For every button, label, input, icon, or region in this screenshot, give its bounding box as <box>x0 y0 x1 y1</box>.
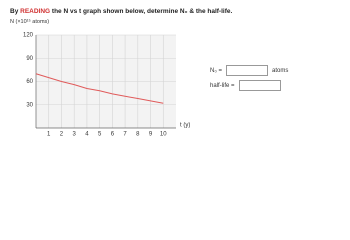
x-tick-label: 9 <box>149 132 153 138</box>
question-prefix: By <box>10 8 21 15</box>
question-emphasis: READING <box>20 8 51 15</box>
x-tick-label: 7 <box>123 132 127 138</box>
x-tick-label: 8 <box>136 132 140 138</box>
n0-input[interactable] <box>226 65 268 76</box>
y-tick-label: 120 <box>23 33 34 39</box>
half-life-input[interactable] <box>238 80 281 91</box>
x-tick-label: 4 <box>85 132 89 138</box>
half-life-label: half-life = <box>210 82 235 89</box>
n0-field: N₀ = atoms <box>210 65 288 76</box>
y-axis-label: N (×10¹⁵ atoms) <box>10 19 50 25</box>
x-tick-label: 5 <box>98 132 102 138</box>
x-tick-label: 3 <box>73 132 77 138</box>
x-tick-label: 6 <box>111 132 115 138</box>
data-line <box>35 73 164 104</box>
n0-unit: atoms <box>272 67 289 74</box>
half-life-field: half-life = <box>210 80 281 91</box>
y-tick-label: 90 <box>26 56 33 62</box>
page: By READING the N vs t graph shown below,… <box>10 8 288 138</box>
chart: 30 60 90 120 1 2 3 4 5 6 7 8 9 10 t (y) <box>23 33 190 138</box>
question-rest: the N vs t graph shown below, determine … <box>50 8 233 15</box>
question: By READING the N vs t graph shown below,… <box>10 8 232 15</box>
x-axis-label: t (y) <box>180 123 190 129</box>
x-tick-label: 2 <box>60 132 64 138</box>
x-tick-label: 10 <box>160 132 167 138</box>
y-tick-label: 60 <box>26 79 33 85</box>
y-tick-label: 30 <box>26 102 33 108</box>
x-tick-label: 1 <box>47 132 51 138</box>
n0-label: N₀ = <box>210 67 222 74</box>
